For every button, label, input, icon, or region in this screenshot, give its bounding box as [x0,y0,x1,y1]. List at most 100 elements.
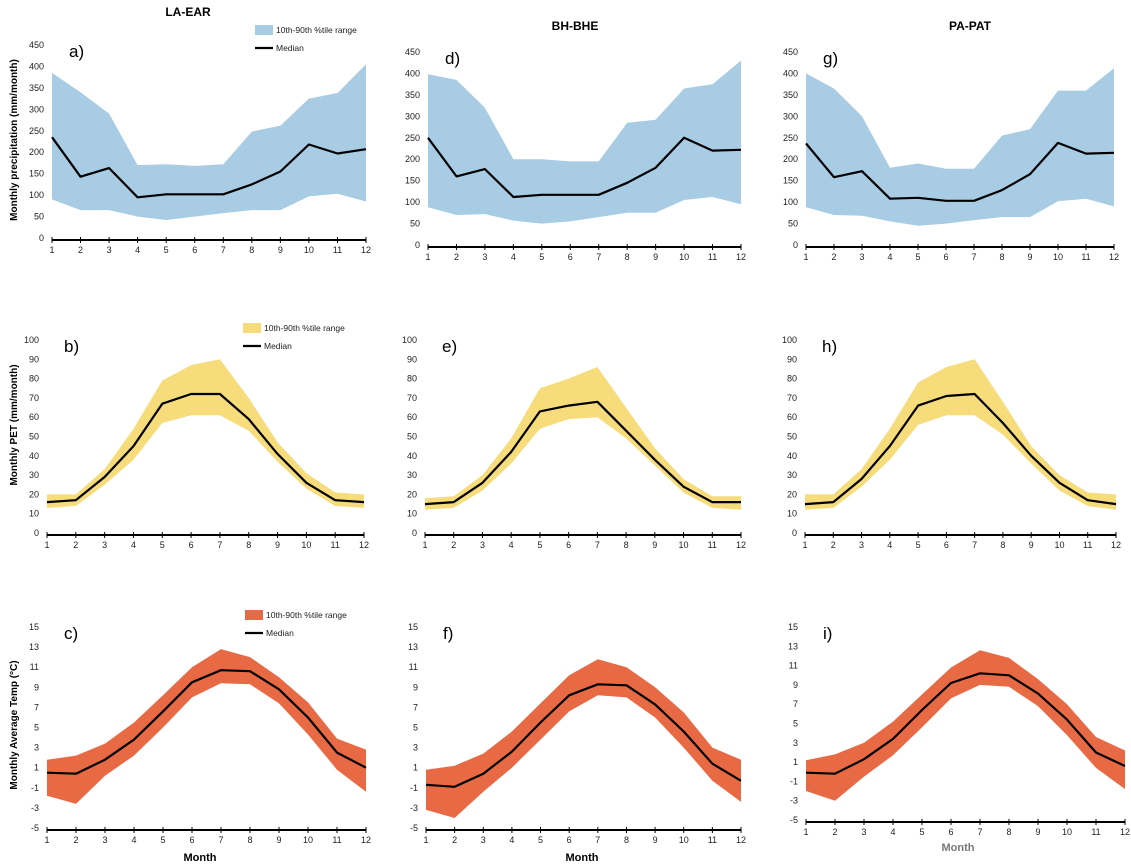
y-tick-label: 100 [405,197,420,207]
xlabel-col-3: Month [942,842,975,854]
y-tick-label: -3 [410,803,418,813]
range-band [806,650,1125,801]
x-tick-label: 9 [653,835,658,845]
xlabel-col-2: Month [566,852,599,864]
y-tick-label: 0 [793,240,798,250]
y-tick-label: 60 [407,412,417,422]
range-band [428,60,741,224]
x-tick-label: 5 [915,252,920,262]
x-tick-label: 4 [887,540,892,550]
x-tick-label: 5 [537,540,542,550]
y-tick-label: 400 [405,68,420,78]
x-tick-label: 1 [49,245,54,255]
y-tick-label: -5 [31,823,39,833]
panel-label: i) [823,624,832,643]
y-tick-label: 1 [34,763,39,773]
x-tick-label: 11 [333,245,342,255]
y-tick-label: 7 [34,702,39,712]
legend: 10th-90th %tile range Median [255,25,357,53]
panel-label: e) [442,337,457,356]
y-tick-label: 100 [402,335,417,345]
x-tick-label: 3 [859,540,864,550]
y-tick-label: 1 [793,757,798,767]
y-tick-label: 50 [29,432,39,442]
median-line [51,136,367,199]
x-tick-label: 11 [332,835,341,845]
median-line [427,136,742,199]
y-tick-label: 11 [409,662,418,672]
y-tick-label: 5 [793,719,798,729]
y-tick-label: 50 [34,212,44,222]
legend-range-label: 10th-90th %tile range [266,610,347,620]
y-tick-label: 50 [410,219,420,229]
x-tick-label: 10 [1054,540,1064,550]
y-tick-label: 30 [407,470,417,480]
y-tick-label: 450 [29,40,44,50]
panel-a: 1 2 3 4 5 6 7 8 9 10 11 120501001502002503003504004… [29,25,371,255]
y-tick-label: 3 [413,743,418,753]
range-band [47,359,364,508]
legend-median-label: Median [276,43,304,53]
y-tick-label: 150 [783,176,798,186]
x-tick-label: 4 [509,835,514,845]
y-tick-label: 11 [30,662,39,672]
x-tick-label: 5 [160,835,165,845]
y-tick-label: 60 [29,412,39,422]
y-tick-label: 9 [793,680,798,690]
y-tick-label: 300 [29,104,44,114]
x-tick-label: 4 [887,252,892,262]
y-tick-label: 50 [788,219,798,229]
x-tick-label: 6 [192,245,197,255]
median-line [46,669,367,775]
y-tick-label: 10 [29,509,39,519]
x-tick-label: 1 [44,540,49,550]
x-tick-label: 1 [803,252,808,262]
x-tick-label: 3 [859,252,864,262]
x-tick-label: 7 [217,540,222,550]
y-tick-label: 0 [39,233,44,243]
y-tick-label: 90 [787,354,797,364]
y-tick-label: 100 [24,335,39,345]
x-tick-label: 7 [971,252,976,262]
xlabel-col-1: Month [184,852,217,864]
y-tick-label: 3 [34,743,39,753]
x-tick-label: 2 [832,827,837,837]
median-line [46,392,365,504]
x-tick-label: 10 [679,835,689,845]
y-tick-label: 40 [787,451,797,461]
y-tick-label: 90 [407,354,417,364]
x-tick-label: 8 [249,245,254,255]
y-tick-label: 450 [405,47,420,57]
x-tick-label: 3 [480,540,485,550]
y-tick-label: 70 [407,393,417,403]
x-tick-label: 10 [301,540,311,550]
y-tick-label: 10 [407,509,417,519]
x-tick-label: 9 [1027,252,1032,262]
ylabel-pet: Monthly PET (mm/month) [9,364,20,485]
legend: 10th-90th %tile range Median [243,323,345,351]
y-tick-label: 250 [29,126,44,136]
y-tick-label: 13 [29,642,39,652]
y-tick-label: 7 [793,699,798,709]
x-tick-label: 5 [160,540,165,550]
panel-label: d) [445,49,460,68]
x-tick-label: 2 [831,540,836,550]
y-tick-label: 0 [412,528,417,538]
y-tick-label: -1 [790,776,798,786]
y-tick-label: 100 [29,190,44,200]
y-tick-label: 200 [783,154,798,164]
x-tick-label: 3 [482,252,487,262]
y-tick-label: 13 [788,641,798,651]
y-tick-label: 40 [407,451,417,461]
x-tick-label: 2 [73,835,78,845]
y-tick-label: -3 [790,796,798,806]
x-tick-label: 11 [708,252,717,262]
x-tick-label: 10 [1062,827,1072,837]
x-tick-label: 12 [1111,540,1121,550]
x-tick-label: 6 [189,835,194,845]
panel-label: c) [64,624,78,643]
x-tick-label: 8 [1006,827,1011,837]
